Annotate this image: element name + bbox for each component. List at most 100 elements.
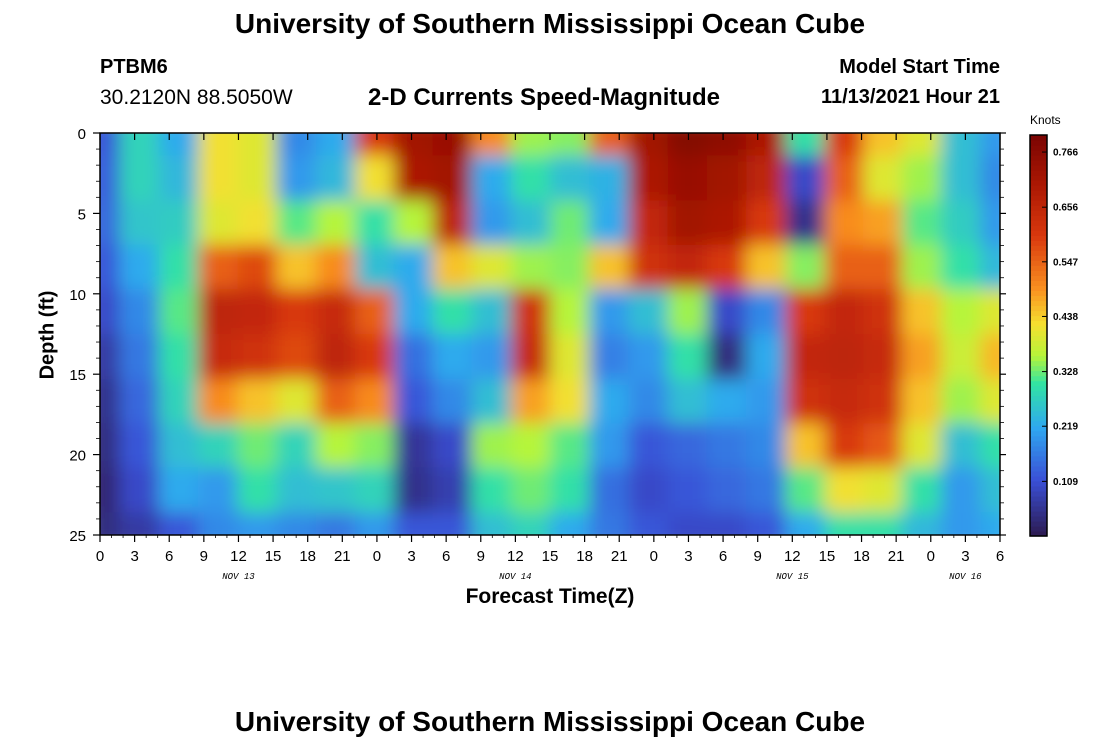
- heatmap-cell: [100, 423, 121, 469]
- heatmap-cell: [941, 423, 982, 469]
- heatmap-cell: [158, 334, 199, 380]
- colorbar-swatch: [1030, 145, 1047, 151]
- colorbar-swatch: [1030, 510, 1047, 517]
- x-tick-label: 15: [542, 548, 559, 565]
- colorbar-swatch: [1030, 330, 1047, 337]
- colorbar-swatch: [1030, 255, 1047, 261]
- colorbar-swatch: [1030, 320, 1047, 327]
- heatmap-cell: [824, 244, 865, 290]
- heatmap-cell: [785, 512, 826, 535]
- heatmap-cell: [863, 244, 903, 290]
- heatmap-cell: [510, 512, 551, 535]
- heatmap-cell: [276, 133, 317, 157]
- heatmap-cell: [237, 423, 278, 469]
- colorbar-swatch: [1030, 475, 1047, 482]
- heatmap-cell: [158, 423, 199, 469]
- heatmap-cell: [667, 133, 708, 157]
- heatmap-cell: [158, 155, 199, 202]
- heatmap-cell: [276, 244, 317, 290]
- heatmap-cell: [628, 133, 669, 157]
- heatmap-cell: [667, 334, 708, 380]
- heatmap-cell: [432, 379, 473, 425]
- colorbar-swatch: [1030, 420, 1047, 427]
- heatmap-cell: [158, 200, 199, 246]
- heatmap-cell: [158, 288, 199, 335]
- heatmap-cell: [824, 512, 865, 535]
- heatmap-cell: [119, 379, 160, 425]
- heatmap-cell: [550, 155, 591, 202]
- x-tick-label: 0: [927, 548, 935, 565]
- heatmap-cell: [746, 512, 787, 535]
- axes: 0 3 6 9 12 15 18 21 0 3 6 9 12 15 18 21 0 3 6 9 12 15 18 21 0 3 6 N…: [69, 126, 1006, 582]
- colorbar-swatch: [1030, 190, 1047, 196]
- heatmap-cell: [901, 379, 942, 425]
- heatmap-cell: [393, 512, 434, 535]
- colorbar-swatch: [1030, 175, 1047, 181]
- x-tick-label: 12: [784, 548, 801, 565]
- heatmap-cell: [824, 155, 865, 202]
- heatmap-cell: [746, 379, 787, 425]
- colorbar-swatch: [1030, 295, 1047, 302]
- y-axis-label: Depth (ft): [36, 290, 59, 380]
- heatmap-cell: [315, 379, 356, 425]
- date-label: NOV 13: [222, 572, 255, 582]
- colorbar-swatch: [1030, 465, 1047, 472]
- colorbar-swatch: [1030, 485, 1047, 492]
- colorbar-swatch: [1030, 490, 1047, 497]
- heatmap-cell: [941, 133, 982, 157]
- heatmap-cell: [980, 133, 1000, 157]
- heatmap-cell: [550, 288, 591, 335]
- model-start-value: 11/13/2021 Hour 21: [820, 86, 1000, 108]
- heatmap-cell: [355, 200, 395, 246]
- colorbar-swatch: [1030, 395, 1047, 402]
- heatmap-cell: [198, 288, 239, 335]
- heatmap-cell: [863, 155, 903, 202]
- heatmap-cell: [667, 423, 708, 469]
- colorbar-swatch: [1030, 280, 1047, 286]
- heatmap-cell: [237, 133, 278, 157]
- heatmap-cell: [510, 467, 551, 514]
- heatmap-cell: [785, 467, 826, 514]
- colorbar-swatch: [1030, 225, 1047, 231]
- heatmap-cell: [863, 467, 903, 514]
- heatmap-cell: [355, 244, 395, 290]
- heatmap-cell: [510, 200, 551, 246]
- heatmap-cell: [355, 467, 395, 514]
- heatmap-cell: [589, 512, 630, 535]
- heatmap-cell: [355, 133, 395, 157]
- colorbar-swatch: [1030, 410, 1047, 417]
- heatmap-cell: [237, 467, 278, 514]
- colorbar-tick-label: 0.766: [1053, 148, 1078, 159]
- x-tick-label: 6: [442, 548, 450, 565]
- heatmap-cell: [471, 512, 512, 535]
- heatmap-cell: [824, 334, 865, 380]
- heatmap-cell: [746, 288, 787, 335]
- heatmap-cell: [589, 467, 630, 514]
- heatmap-cell: [589, 133, 630, 157]
- heatmap-cell: [432, 288, 473, 335]
- heatmap-cell: [589, 200, 630, 246]
- heatmap-cell: [100, 200, 121, 246]
- heatmap-cell: [510, 379, 551, 425]
- colorbar-swatch: [1030, 285, 1047, 291]
- heatmap-cell: [589, 334, 630, 380]
- heatmap-cell: [980, 200, 1000, 246]
- heatmap-cell: [785, 244, 826, 290]
- heatmap-cell: [863, 334, 903, 380]
- heatmap-cell: [198, 155, 239, 202]
- colorbar-swatch: [1030, 305, 1047, 312]
- colorbar-swatch: [1030, 375, 1047, 382]
- colorbar-swatch: [1030, 530, 1047, 537]
- heatmap-cell: [785, 334, 826, 380]
- heatmap-cell: [119, 200, 160, 246]
- y-tick-label: 25: [69, 528, 86, 545]
- heatmap-cell: [746, 467, 787, 514]
- heatmap-cell: [941, 288, 982, 335]
- colorbar-swatch: [1030, 455, 1047, 462]
- y-tick-label: 15: [69, 367, 86, 384]
- colorbar-swatch: [1030, 195, 1047, 201]
- heatmap-cell: [746, 423, 787, 469]
- heatmap-cell: [158, 379, 199, 425]
- heatmap-cell: [276, 512, 317, 535]
- heatmap-cell: [706, 512, 747, 535]
